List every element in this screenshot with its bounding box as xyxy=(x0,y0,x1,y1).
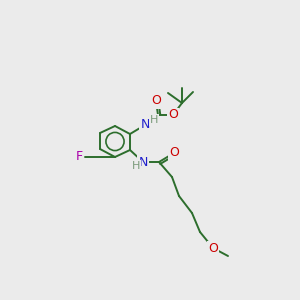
Text: O: O xyxy=(169,146,179,160)
Text: O: O xyxy=(151,94,161,107)
Text: O: O xyxy=(168,109,178,122)
Text: O: O xyxy=(208,242,218,254)
Text: F: F xyxy=(75,151,82,164)
Text: N: N xyxy=(138,155,148,169)
Text: N: N xyxy=(140,118,150,131)
Text: H: H xyxy=(150,115,158,125)
Text: H: H xyxy=(132,161,140,171)
